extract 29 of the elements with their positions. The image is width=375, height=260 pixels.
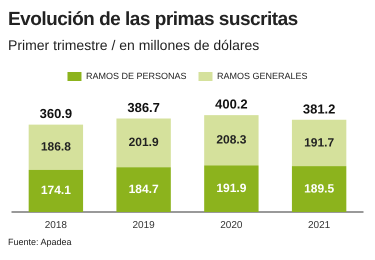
- bar: [116, 118, 171, 168]
- data-label: 191.9: [216, 181, 247, 196]
- legend-label: RAMOS GENERALES: [217, 70, 308, 81]
- bar: [204, 166, 259, 212]
- x-tick-label: 2018: [44, 220, 68, 231]
- data-label: 186.8: [40, 140, 72, 154]
- x-tick-label: 2021: [308, 220, 331, 231]
- bar: [28, 124, 84, 170]
- data-label: 191.7: [304, 135, 334, 150]
- data-label: 208.3: [216, 132, 247, 147]
- total-label: 386.7: [127, 100, 160, 116]
- legend-label: RAMOS DE PERSONAS: [86, 70, 187, 81]
- chart-title: Evolución de las primas suscritas: [8, 8, 299, 32]
- total-label: 381.2: [302, 101, 336, 116]
- bar: [116, 167, 171, 212]
- chart-subtitle: Primer trimestre / en millones de dólares: [8, 36, 260, 55]
- bar: [28, 170, 84, 212]
- data-label: 174.1: [40, 183, 72, 198]
- data-label: 184.7: [128, 182, 159, 196]
- bar: [204, 115, 259, 166]
- total-label: 360.9: [40, 106, 72, 122]
- total-label: 400.2: [215, 96, 248, 112]
- data-label: 189.5: [304, 181, 334, 196]
- x-tick-label: 2019: [132, 220, 156, 231]
- source-note: Fuente: Apadea: [8, 236, 73, 248]
- bar: [292, 120, 346, 166]
- data-label: 201.9: [128, 135, 159, 150]
- x-tick-label: 2020: [220, 220, 243, 231]
- bar: [292, 166, 346, 212]
